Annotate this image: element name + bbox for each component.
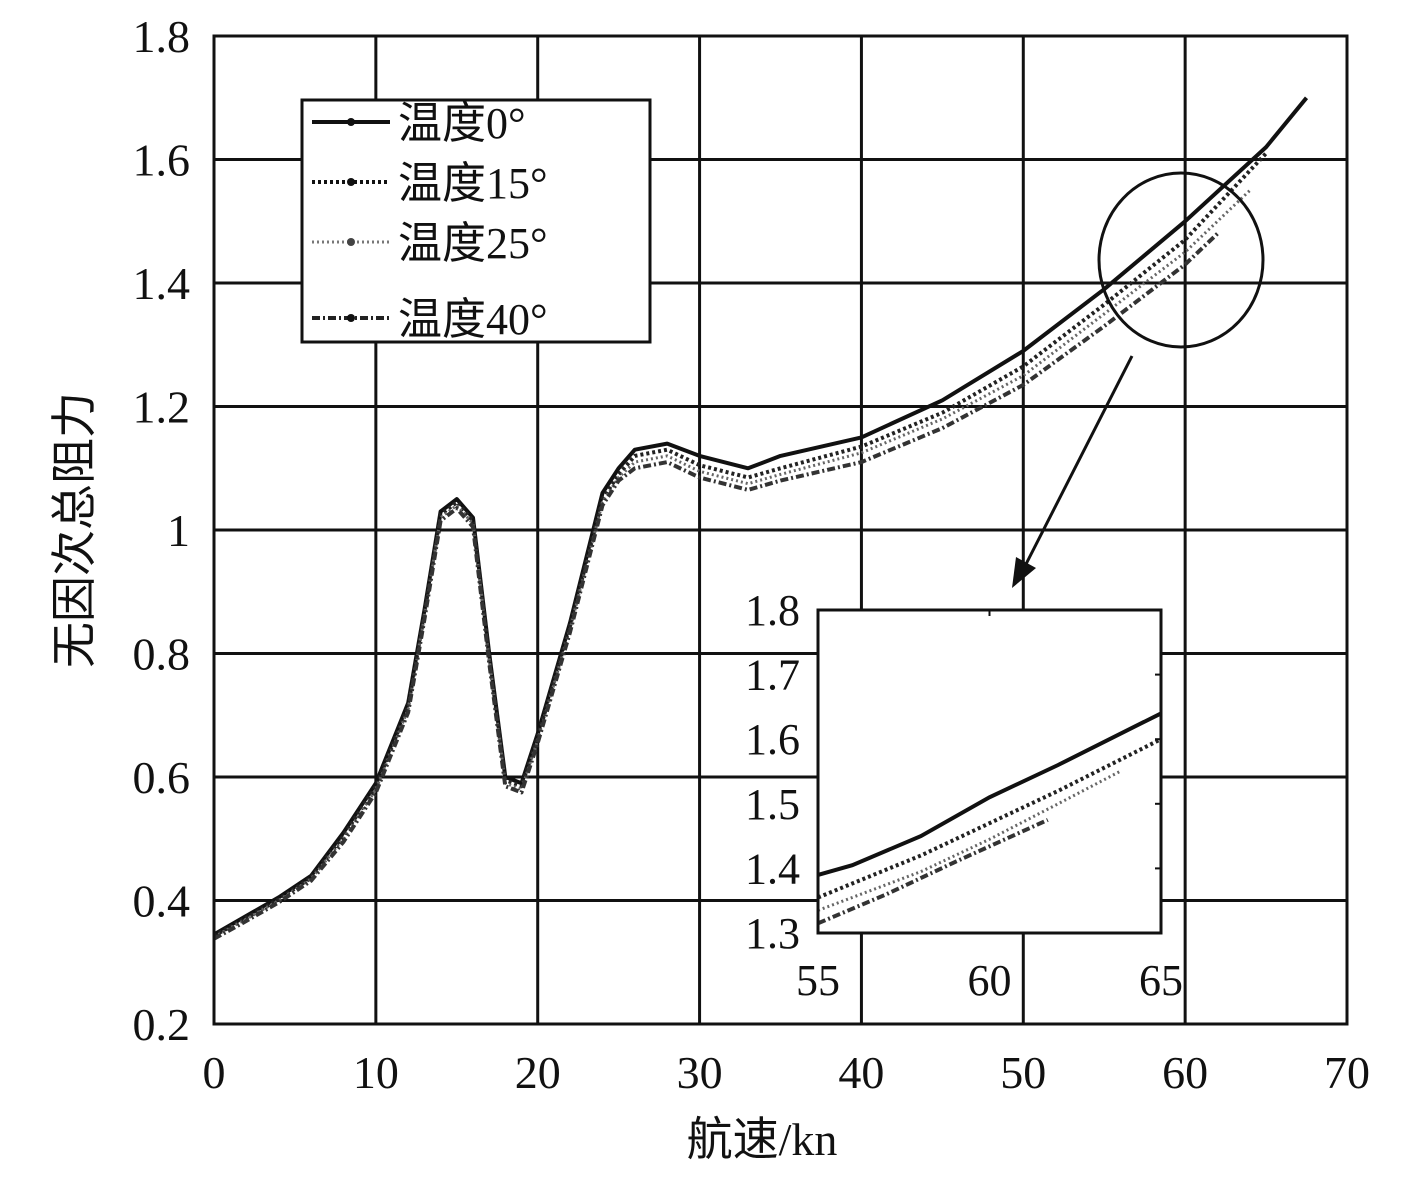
legend-item-1: 温度15° [312, 159, 548, 208]
inset-background [818, 610, 1161, 933]
x-axis-label: 航速/kn [687, 1114, 838, 1165]
zoom-arrow-line [1020, 355, 1134, 573]
inset-x-tick-label-2: 65 [1139, 956, 1183, 1005]
inset-series-line-3 [817, 818, 1049, 926]
inset-series-line-0 [817, 711, 1162, 877]
inset-y-tick-label-0: 1.3 [745, 909, 800, 958]
legend-item-3: 温度40° [312, 295, 548, 344]
series-line-1 [213, 151, 1268, 938]
legend: 温度0° 温度15° 温度25° 温度40° [300, 98, 652, 344]
x-tick-label-6: 60 [1162, 1047, 1208, 1098]
x-tick-label-3: 30 [677, 1047, 723, 1098]
inset-series-group [817, 711, 1162, 926]
y-tick-label-5: 1.2 [133, 382, 191, 433]
inset-series-line-2 [817, 770, 1121, 912]
y-axis-label: 无因次总阻力 [49, 392, 100, 668]
y-tick-label-3: 0.8 [133, 629, 191, 680]
inset-series-line-1 [817, 737, 1162, 900]
legend-label-3: 温度40° [398, 295, 548, 344]
series-line-3 [213, 232, 1219, 941]
y-tick-label-7: 1.6 [133, 135, 191, 186]
legend-marker-2 [347, 238, 355, 246]
x-tick-label-0: 0 [203, 1047, 226, 1098]
inset-y-tick-label-2: 1.5 [745, 780, 800, 829]
y-tick-label-2: 0.6 [133, 752, 191, 803]
y-tick-label-6: 1.4 [133, 258, 191, 309]
zoom-circle [1097, 171, 1265, 349]
y-tick-label-8: 1.8 [133, 11, 191, 62]
inset-y-tick-label-3: 1.6 [745, 715, 800, 764]
main-grid [214, 36, 1347, 1024]
legend-marker-1 [347, 178, 355, 186]
y-tick-label-4: 1 [167, 505, 190, 556]
y-tick-label-1: 0.4 [133, 876, 191, 927]
inset-y-tick-label-5: 1.8 [745, 586, 800, 635]
legend-label-2: 温度25° [398, 219, 548, 268]
plot-frame [212, 34, 1349, 1026]
inset-x-tick-label-0: 55 [796, 956, 840, 1005]
main-tick-labels: 0 10 20 30 40 50 60 70 0.2 0.4 0.6 0.8 1 1.2 1.4 1.6 1.8 [133, 11, 1371, 1098]
legend-marker-0 [347, 118, 355, 126]
x-tick-label-4: 40 [838, 1047, 884, 1098]
x-tick-label-2: 20 [515, 1047, 561, 1098]
x-tick-label-5: 50 [1000, 1047, 1046, 1098]
x-tick-label-1: 10 [353, 1047, 399, 1098]
y-tick-label-0: 0.2 [133, 999, 191, 1050]
main-series-group [213, 96, 1309, 941]
x-tick-label-7: 70 [1324, 1047, 1370, 1098]
legend-marker-3 [347, 314, 355, 322]
inset-frame [816, 608, 1163, 935]
legend-label-1: 温度15° [398, 159, 548, 208]
legend-box [300, 98, 652, 344]
inset-x-tick-label-1: 60 [968, 956, 1012, 1005]
zoom-arrow-head [1012, 557, 1036, 588]
inset-tick-labels: 55 60 65 1.3 1.4 1.5 1.6 1.7 1.8 [745, 586, 1183, 1005]
inset-y-tick-label-4: 1.7 [745, 651, 800, 700]
legend-item-0: 温度0° [312, 99, 526, 148]
legend-label-0: 温度0° [398, 99, 526, 148]
inset-y-tick-label-1: 1.4 [745, 844, 800, 893]
legend-item-2: 温度25° [312, 219, 548, 268]
inset-chart: 55 60 65 1.3 1.4 1.5 1.6 1.7 1.8 [745, 586, 1183, 1005]
